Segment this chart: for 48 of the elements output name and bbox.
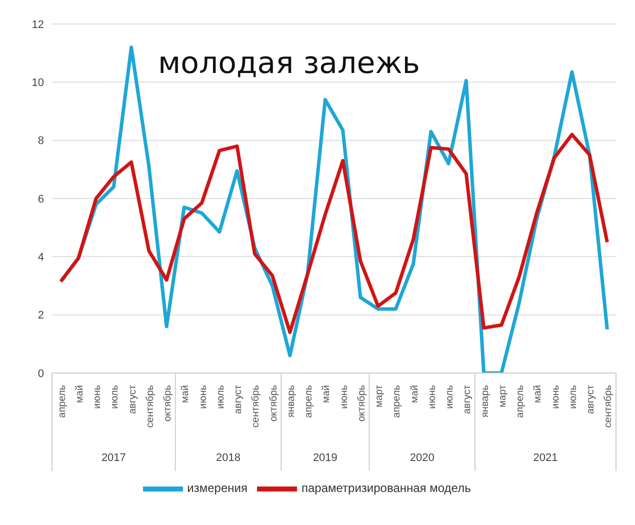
- x-tick-label: сентябрь: [250, 385, 262, 428]
- x-tick-label: июнь: [198, 385, 209, 409]
- x-tick-label: июнь: [92, 385, 104, 409]
- x-tick-label: август: [586, 384, 597, 414]
- y-tick-label: 0: [38, 368, 44, 380]
- legend-label: измерения: [187, 481, 248, 496]
- y-tick-label: 4: [38, 252, 44, 264]
- x-tick-label: апрель: [515, 385, 526, 418]
- text: 2019: [312, 452, 338, 464]
- x-tick-label: июль: [110, 385, 121, 409]
- x-tick-label: июль: [215, 385, 226, 409]
- y-tick-label: 8: [38, 135, 44, 148]
- x-tick-label: май: [409, 385, 420, 404]
- y-tick-label: 2: [38, 310, 44, 322]
- x-tick-label: август: [462, 384, 474, 414]
- legend-label: параметризированная модель: [301, 481, 471, 496]
- x-tick-label: август: [127, 384, 138, 414]
- x-tick-label: январь: [286, 385, 297, 418]
- y-tick-label: 12: [32, 18, 44, 31]
- x-tick-label: май: [532, 385, 544, 404]
- y-tick-label: 6: [38, 193, 44, 206]
- text: молодая залежь: [158, 46, 420, 81]
- x-tick-label: апрель: [56, 385, 68, 418]
- text: 2017: [101, 452, 126, 464]
- x-tick-label: январь: [480, 385, 491, 418]
- x-tick-label: июнь: [338, 385, 350, 409]
- text: 2021: [533, 452, 558, 464]
- x-tick-label: октябрь: [268, 385, 280, 422]
- x-tick-label: апрель: [304, 385, 315, 418]
- x-tick-label: июль: [444, 385, 456, 409]
- x-tick-label: май: [74, 385, 86, 404]
- x-tick-label: март: [374, 384, 386, 408]
- text: 2020: [410, 452, 434, 464]
- x-tick-label: май: [321, 385, 332, 404]
- x-tick-label: октябрь: [356, 385, 368, 422]
- text: 2018: [216, 452, 240, 464]
- x-tick-label: май: [180, 385, 192, 404]
- line-series: [59, 132, 609, 334]
- x-tick-label: октябрь: [162, 385, 174, 422]
- y-tick-label: 10: [32, 77, 44, 90]
- x-tick-label: апрель: [392, 385, 403, 418]
- x-tick-label: март: [497, 384, 508, 408]
- x-tick-label: июнь: [426, 385, 438, 409]
- x-tick-label: сентябрь: [603, 385, 614, 428]
- x-tick-label: август: [233, 384, 244, 414]
- x-tick-label: сентябрь: [144, 385, 156, 428]
- x-tick-label: июль: [568, 385, 579, 409]
- x-tick-label: июнь: [550, 385, 562, 409]
